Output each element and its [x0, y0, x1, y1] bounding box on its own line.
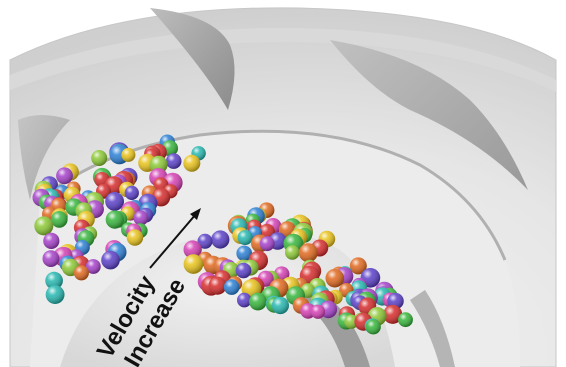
particle-ball-shine: [259, 236, 275, 252]
particle-ball-shine: [73, 265, 89, 281]
particle-ball-shine: [183, 254, 204, 274]
particle-ball-shine: [183, 240, 202, 259]
particle-ball-shine: [236, 245, 252, 262]
particle-ball-shine: [91, 150, 108, 166]
particle-ball-shine: [211, 230, 230, 249]
particle-ball-shine: [34, 216, 54, 236]
particle-cluster-left: [32, 134, 206, 304]
particle-ball-shine: [310, 304, 325, 319]
particle-ball-shine: [85, 259, 101, 274]
particle-ball-shine: [51, 211, 68, 228]
particle-ball-shine: [42, 250, 60, 267]
particle-ball-shine: [249, 292, 267, 311]
particle-ball-shine: [325, 268, 345, 288]
particle-ball-shine: [237, 230, 253, 246]
particle-ball-shine: [271, 296, 289, 315]
vane-top-left: [150, 8, 235, 110]
particle-ball-shine: [126, 229, 144, 246]
particle-ball-shine: [298, 243, 318, 263]
particle-ball-shine: [285, 245, 300, 260]
particle-ball-shine: [105, 192, 124, 211]
housing-rim-shadow: [10, 27, 556, 93]
particle-ball-shine: [223, 279, 240, 295]
particle-ball-shine: [349, 257, 367, 275]
curved-arrow-icon: [149, 213, 197, 269]
particle-ball-shine: [237, 292, 252, 308]
particle-ball-shine: [208, 276, 227, 295]
particle-ball-shine: [383, 304, 403, 324]
particle-ball-shine: [398, 312, 413, 328]
vane-left: [18, 115, 70, 200]
arrow-head: [190, 208, 201, 220]
particle-ball-shine: [105, 210, 124, 229]
particle-ball-shine: [197, 233, 213, 249]
particle-cluster-right: [183, 202, 413, 335]
particle-ball-shine: [124, 185, 139, 200]
hub-blade-2: [410, 290, 455, 367]
particle-ball-shine: [165, 153, 182, 169]
particle-ball-shine: [43, 232, 60, 249]
particle-ball-shine: [101, 250, 120, 270]
particle-ball-shine: [121, 147, 136, 162]
inner-channel-edge: [39, 129, 507, 261]
particle-ball-shine: [133, 210, 149, 226]
particle-ball-shine: [183, 154, 201, 172]
particle-ball-shine: [56, 167, 73, 185]
velocity-arrow: [149, 208, 201, 269]
particle-ball-shine: [45, 285, 65, 304]
particle-ball-shine: [235, 262, 252, 279]
particle-ball-shine: [365, 319, 381, 335]
particle-ball-shine: [45, 271, 63, 290]
particle-ball-shine: [344, 314, 359, 329]
vane-top-right: [330, 40, 528, 190]
